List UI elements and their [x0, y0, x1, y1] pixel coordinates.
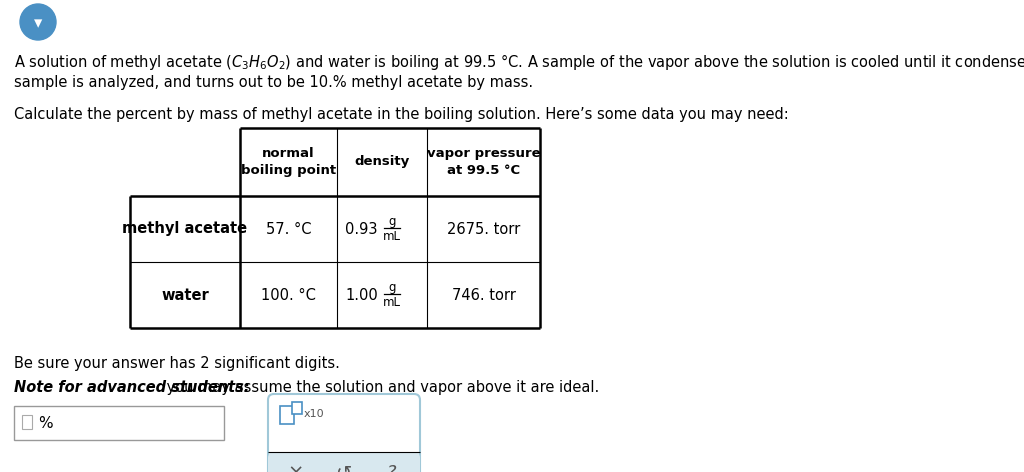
- Text: 746. torr: 746. torr: [452, 287, 515, 303]
- Bar: [292, 402, 302, 414]
- Text: normal
boiling point: normal boiling point: [241, 147, 336, 177]
- Text: mL: mL: [383, 295, 401, 309]
- Text: A solution of methyl acetate $(C_3H_6O_2)$ and water is boiling at 99.5 °C. A sa: A solution of methyl acetate $(C_3H_6O_2…: [14, 52, 1024, 72]
- Text: ↺: ↺: [336, 464, 352, 472]
- Text: water: water: [161, 287, 209, 303]
- FancyBboxPatch shape: [14, 406, 224, 440]
- Text: you may assume the solution and vapor above it are ideal.: you may assume the solution and vapor ab…: [162, 380, 599, 395]
- Text: 100. °C: 100. °C: [261, 287, 316, 303]
- Text: density: density: [354, 155, 410, 169]
- FancyBboxPatch shape: [268, 452, 420, 472]
- Text: ?: ?: [387, 464, 396, 472]
- Text: Note for advanced students:: Note for advanced students:: [14, 380, 250, 395]
- Text: ×: ×: [288, 464, 304, 472]
- Bar: [269, 452, 419, 459]
- Text: g: g: [388, 281, 395, 295]
- Text: sample is analyzed, and turns out to be 10.% methyl acetate by mass.: sample is analyzed, and turns out to be …: [14, 75, 534, 90]
- Text: %: %: [38, 415, 52, 430]
- Circle shape: [20, 4, 56, 40]
- Text: vapor pressure
at 99.5 °C: vapor pressure at 99.5 °C: [427, 147, 541, 177]
- Text: mL: mL: [383, 229, 401, 243]
- Text: 57. °C: 57. °C: [266, 221, 311, 236]
- Text: g: g: [388, 216, 395, 228]
- FancyBboxPatch shape: [268, 394, 420, 472]
- Text: 1.00: 1.00: [345, 287, 378, 303]
- Text: methyl acetate: methyl acetate: [123, 221, 248, 236]
- Text: x10: x10: [304, 409, 325, 419]
- Text: 2675. torr: 2675. torr: [446, 221, 520, 236]
- Text: Be sure your answer has 2 significant digits.: Be sure your answer has 2 significant di…: [14, 356, 340, 371]
- Bar: [22, 415, 32, 429]
- Bar: [280, 406, 294, 424]
- Text: ▾: ▾: [34, 14, 42, 32]
- Text: Calculate the percent by mass of methyl acetate in the boiling solution. Here’s : Calculate the percent by mass of methyl …: [14, 107, 788, 122]
- Text: 0.93: 0.93: [345, 221, 378, 236]
